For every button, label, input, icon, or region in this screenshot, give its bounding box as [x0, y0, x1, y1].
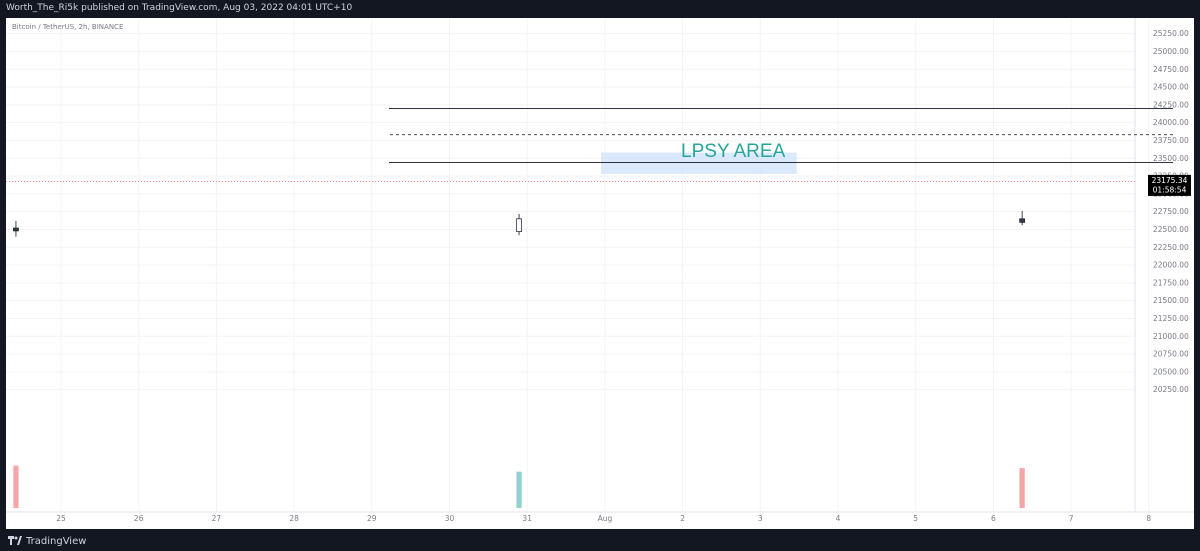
symbol-legend: Bitcoin / TetherUS, 2h, BINANCE — [12, 23, 124, 31]
lpsy-zone — [601, 152, 797, 174]
price-tick-label: 23750.00 — [1153, 136, 1189, 145]
volume-bar — [516, 471, 522, 508]
chart-background — [6, 18, 1194, 529]
tradingview-logo-icon — [8, 536, 22, 545]
time-tick-label: 26 — [134, 514, 144, 523]
time-tick-label: 3 — [758, 514, 763, 523]
footer-bar: TradingView — [0, 532, 1200, 551]
time-tick-label: 5 — [913, 514, 918, 523]
time-tick-label: 7 — [1069, 514, 1074, 523]
price-tick-label: 21500.00 — [1153, 296, 1189, 305]
last-price-countdown: 01:58:54 — [1153, 185, 1187, 194]
candle-body — [1019, 218, 1025, 223]
candle-body — [516, 218, 522, 232]
lpsy-area-label: LPSY AREA — [681, 141, 786, 162]
time-tick-label: 28 — [289, 514, 299, 523]
price-tick-label: 24750.00 — [1153, 65, 1189, 74]
price-tick-label: 22000.00 — [1153, 261, 1189, 270]
price-tick-label: 22250.00 — [1153, 243, 1189, 252]
price-tick-label: 25250.00 — [1153, 29, 1189, 38]
volume-bar — [13, 465, 19, 508]
price-tick-label: 20500.00 — [1153, 367, 1189, 376]
price-tick-label: 22500.00 — [1153, 225, 1189, 234]
time-tick-label: 30 — [445, 514, 455, 523]
last-price-tag — [1148, 174, 1191, 196]
time-tick-label: 25 — [56, 514, 66, 523]
time-tick-label: 31 — [522, 514, 532, 523]
candle-body — [13, 227, 19, 232]
time-tick-label: 6 — [991, 514, 996, 523]
published-header: Worth_The_Ri5k published on TradingView.… — [0, 0, 1200, 18]
time-tick-label: Aug — [598, 514, 613, 523]
price-tick-label: 24500.00 — [1153, 83, 1189, 92]
price-tick-label: 21000.00 — [1153, 332, 1189, 341]
time-tick-label: 29 — [367, 514, 377, 523]
price-tick-label: 21750.00 — [1153, 278, 1189, 287]
price-tick-label: 20250.00 — [1153, 385, 1189, 394]
price-tick-label: 24250.00 — [1153, 100, 1189, 109]
volume-bar — [1019, 468, 1025, 508]
time-tick-label: 2 — [680, 514, 685, 523]
last-price-value: 23175.34 — [1152, 176, 1188, 185]
time-tick-label: 4 — [836, 514, 841, 523]
brand-label: TradingView — [26, 536, 87, 547]
price-tick-label: 21250.00 — [1153, 314, 1189, 323]
price-tick-label: 20750.00 — [1153, 350, 1189, 359]
time-tick-label: 27 — [212, 514, 222, 523]
time-tick-label: 8 — [1146, 514, 1151, 523]
price-tick-label: 24000.00 — [1153, 118, 1189, 127]
price-tick-label: 22750.00 — [1153, 207, 1189, 216]
price-tick-label: 23500.00 — [1153, 154, 1189, 163]
price-tick-label: 25000.00 — [1153, 47, 1189, 56]
published-line: Worth_The_Ri5k published on TradingView.… — [6, 3, 353, 13]
